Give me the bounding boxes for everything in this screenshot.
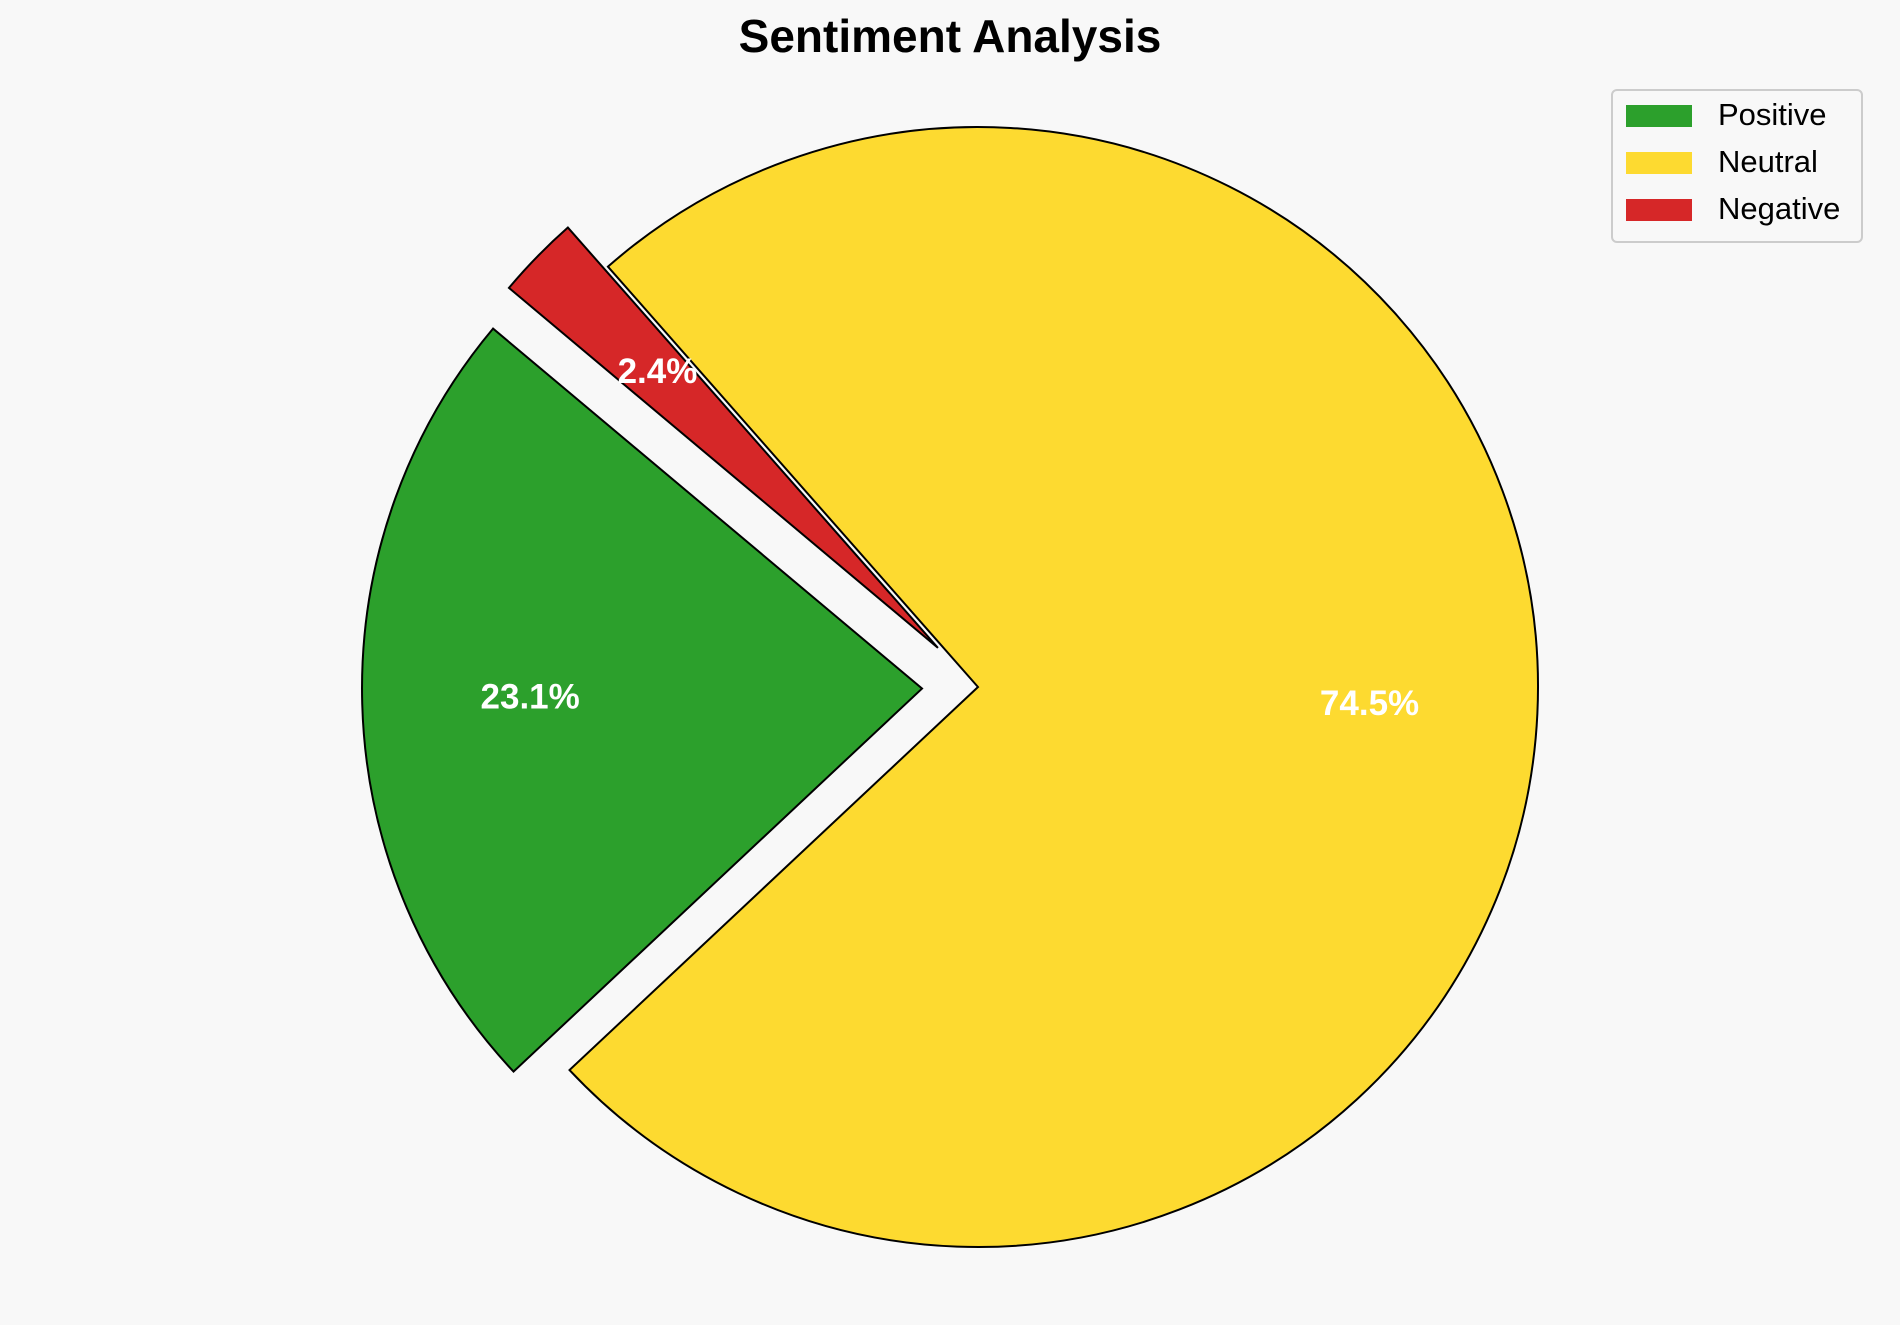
pie-slice <box>361 327 924 1074</box>
legend-swatch <box>1626 199 1692 221</box>
pie-slice <box>507 226 939 649</box>
legend-swatch <box>1626 105 1692 127</box>
legend-label: Positive <box>1718 97 1827 132</box>
data-label: 74.5% <box>1320 684 1419 723</box>
legend-swatch <box>1626 152 1692 174</box>
data-label: 2.4% <box>618 352 698 391</box>
data-label: 23.1% <box>481 678 580 717</box>
legend-label: Negative <box>1718 191 1840 226</box>
legend: Positive Neutral Negative <box>1611 89 1863 243</box>
chart-title: Sentiment Analysis <box>739 10 1162 62</box>
legend-label: Neutral <box>1718 144 1818 179</box>
pie-slice <box>568 126 1539 1248</box>
